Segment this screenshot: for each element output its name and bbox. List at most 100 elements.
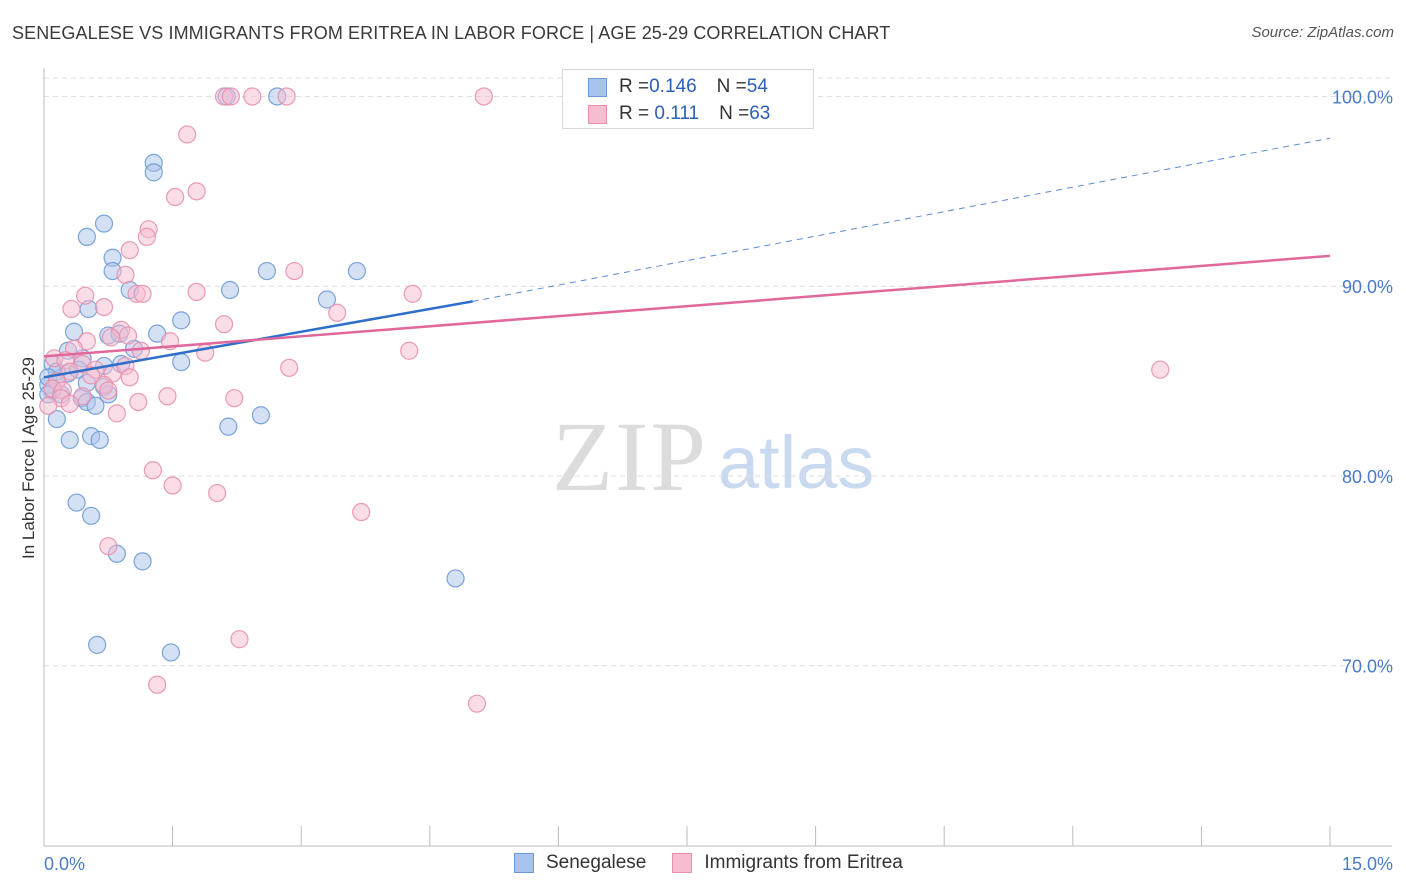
senegalese-point[interactable]	[88, 635, 107, 654]
senegalese-point[interactable]	[77, 227, 96, 246]
eritrea-point[interactable]	[1151, 360, 1170, 379]
senegalese-point[interactable]	[82, 506, 101, 525]
eritrea-point[interactable]	[99, 381, 118, 400]
senegalese-legend-label: Senegalese	[546, 852, 647, 873]
eritrea-point[interactable]	[39, 396, 58, 415]
senegalese-point[interactable]	[94, 214, 114, 233]
y-tick-labels: 100.0% 90.0% 80.0% 70.0%	[1332, 87, 1393, 676]
eritrea-point[interactable]	[131, 341, 150, 360]
eritrea-point[interactable]	[230, 630, 249, 649]
eritrea-point[interactable]	[166, 187, 185, 207]
x-tick-label: 0.0%	[44, 854, 85, 874]
y-tick-label: 100.0%	[1332, 87, 1393, 107]
y-tick-label: 80.0%	[1342, 467, 1393, 487]
n-value: 54	[746, 76, 768, 97]
trend-lines	[43, 137, 1331, 379]
senegalese-point[interactable]	[446, 569, 465, 588]
eritrea-point[interactable]	[133, 284, 152, 303]
y-tick-label: 70.0%	[1342, 657, 1393, 677]
r-value: 0.111	[649, 103, 700, 124]
eritrea-point[interactable]	[277, 87, 296, 106]
eritrea-point[interactable]	[60, 394, 79, 413]
senegalese-point[interactable]	[133, 552, 152, 571]
senegalese-point[interactable]	[144, 163, 163, 182]
watermark-atlas: atlas	[718, 421, 874, 504]
eritrea-point[interactable]	[94, 297, 114, 317]
eritrea-point[interactable]	[129, 392, 148, 412]
eritrea-point[interactable]	[187, 282, 206, 302]
eritrea-point[interactable]	[107, 404, 126, 423]
y-axis-label: In Labor Force | Age 25-29	[19, 357, 38, 559]
senegalese-point[interactable]	[257, 261, 277, 281]
eritrea-point[interactable]	[101, 328, 120, 347]
eritrea-point[interactable]	[120, 241, 139, 260]
legend-item-senegalese[interactable]: Senegalese	[514, 852, 646, 874]
eritrea-point[interactable]	[352, 502, 371, 522]
senegalese-point[interactable]	[220, 280, 240, 300]
watermark-zip: ZIP	[552, 401, 708, 512]
eritrea-trend-line	[43, 254, 1331, 358]
eritrea-point[interactable]	[474, 87, 493, 106]
senegalese-point[interactable]	[67, 493, 86, 512]
source-label: Source: ZipAtlas.com	[1251, 24, 1394, 41]
stats-legend-row-senegalese: R = 0.146 N = 54	[588, 74, 768, 100]
eritrea-point[interactable]	[178, 125, 197, 144]
eritrea-point[interactable]	[76, 286, 95, 305]
eritrea-point[interactable]	[403, 284, 422, 303]
eritrea-point[interactable]	[328, 303, 347, 322]
eritrea-point[interactable]	[280, 358, 299, 377]
eritrea-point[interactable]	[214, 315, 234, 334]
eritrea-point[interactable]	[225, 389, 244, 408]
eritrea-point[interactable]	[208, 483, 227, 503]
eritrea-point[interactable]	[285, 261, 304, 281]
r-value: 0.146	[649, 76, 697, 97]
n-value: 63	[749, 103, 771, 124]
senegalese-legend-swatch	[514, 853, 534, 873]
stats-legend: R = 0.146 N = 54 R = 0.111 N = 63	[562, 69, 814, 129]
n-label: N =	[719, 103, 750, 124]
eritrea-point[interactable]	[400, 341, 419, 360]
senegalese-point[interactable]	[172, 353, 191, 372]
axes	[43, 68, 1392, 847]
eritrea-legend-swatch	[672, 853, 693, 873]
y-tick-label: 90.0%	[1342, 277, 1393, 297]
stats-legend-row-eritrea: R = 0.111 N = 63	[588, 101, 770, 127]
senegalese-point[interactable]	[219, 417, 238, 436]
eritrea-point[interactable]	[467, 694, 487, 713]
r-label: R =	[619, 76, 650, 97]
watermark: ZIP atlas	[552, 401, 874, 512]
senegalese-point[interactable]	[172, 311, 191, 330]
n-label: N =	[716, 76, 747, 97]
senegalese-trend-extension	[472, 137, 1331, 302]
senegalese-point[interactable]	[317, 290, 337, 309]
eritrea-point[interactable]	[62, 299, 81, 319]
eritrea-legend-label: Immigrants from Eritrea	[704, 852, 903, 873]
eritrea-point[interactable]	[137, 227, 156, 246]
senegalese-point[interactable]	[47, 409, 66, 429]
chart-title: SENEGALESE VS IMMIGRANTS FROM ERITREA IN…	[12, 23, 891, 43]
eritrea-point[interactable]	[163, 476, 182, 495]
senegalese-point[interactable]	[90, 430, 109, 450]
eritrea-point[interactable]	[118, 326, 138, 345]
eritrea-point[interactable]	[187, 182, 206, 201]
eritrea-point[interactable]	[143, 461, 162, 480]
eritrea-point[interactable]	[158, 387, 177, 406]
senegalese-point[interactable]	[347, 261, 367, 281]
eritrea-point[interactable]	[120, 368, 139, 387]
data-points	[39, 87, 1170, 713]
eritrea-point[interactable]	[148, 675, 167, 694]
eritrea-swatch	[588, 104, 607, 124]
eritrea-point[interactable]	[243, 87, 262, 106]
senegalese-point[interactable]	[86, 396, 105, 415]
eritrea-point[interactable]	[82, 366, 101, 385]
senegalese-point[interactable]	[60, 430, 79, 450]
senegalese-point[interactable]	[251, 406, 271, 425]
legend-item-eritrea[interactable]: Immigrants from Eritrea	[672, 852, 903, 874]
eritrea-point[interactable]	[116, 265, 135, 284]
eritrea-point[interactable]	[99, 537, 118, 556]
series-legend: Senegalese Immigrants from Eritrea	[514, 852, 929, 874]
senegalese-swatch	[588, 77, 607, 97]
senegalese-point[interactable]	[161, 643, 180, 662]
eritrea-point[interactable]	[221, 87, 240, 106]
